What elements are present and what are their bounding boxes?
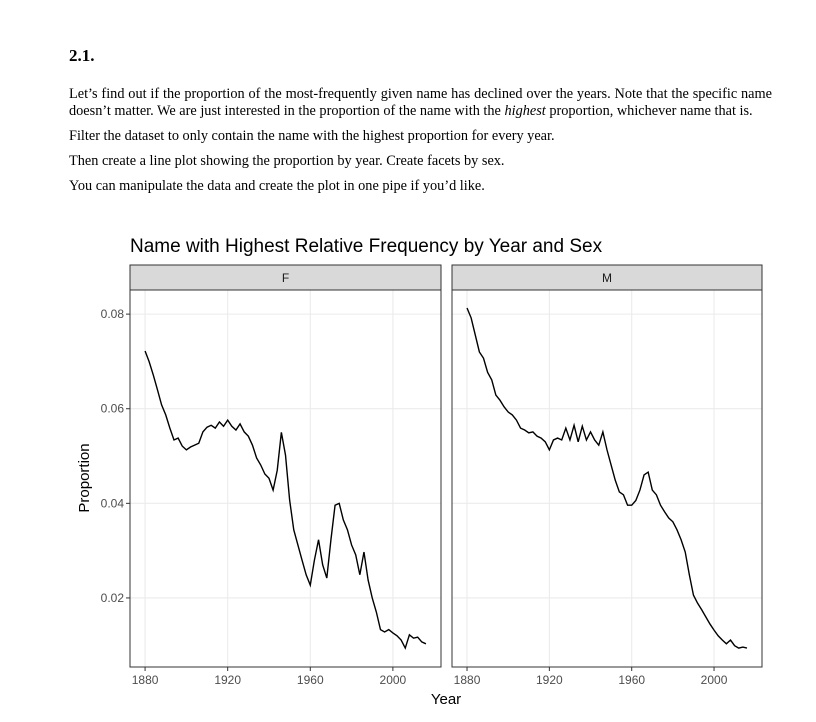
panel-border xyxy=(129,289,442,668)
emphasis: highest xyxy=(504,103,546,119)
x-tick-label: 1920 xyxy=(536,673,563,687)
x-tick-label: 1880 xyxy=(132,673,159,687)
text: proportion, whichever name that is. xyxy=(545,103,753,119)
paragraph: You can manipulate the data and create t… xyxy=(69,178,772,195)
text: Let’s find out if the proportion of the … xyxy=(69,86,772,119)
x-tick-label: 1920 xyxy=(214,673,241,687)
x-tick-label: 1880 xyxy=(454,673,481,687)
strip-label: F xyxy=(282,271,289,285)
paragraph: Let’s find out if the proportion of the … xyxy=(69,86,772,120)
text: Then create a line plot showing the prop… xyxy=(69,153,505,169)
line xyxy=(466,307,748,649)
strip xyxy=(129,264,442,291)
chart: Name with Highest Relative Frequency by … xyxy=(76,236,763,708)
x-tick-label: 1960 xyxy=(618,673,645,687)
x-tick-label: 2000 xyxy=(701,673,728,687)
chart-title: Name with Highest Relative Frequency by … xyxy=(130,236,603,257)
text: You can manipulate the data and create t… xyxy=(69,178,485,194)
paragraph: Then create a line plot showing the prop… xyxy=(69,153,772,170)
y-axis-title: Proportion xyxy=(76,443,93,512)
panel-border xyxy=(451,289,763,668)
y-tick-label: 0.06 xyxy=(101,402,125,416)
y-tick-label: 0.02 xyxy=(101,591,125,605)
panel xyxy=(130,290,441,667)
text: Filter the dataset to only contain the n… xyxy=(69,128,555,144)
strip-label: M xyxy=(602,271,612,285)
paragraph: Filter the dataset to only contain the n… xyxy=(69,128,772,145)
x-tick-label: 2000 xyxy=(380,673,407,687)
heading: 2.1. xyxy=(69,46,95,65)
y-tick-label: 0.08 xyxy=(101,307,125,321)
x-tick-label: 1960 xyxy=(297,673,324,687)
x-axis-title: Year xyxy=(431,691,461,708)
y-tick-label: 0.04 xyxy=(101,496,125,510)
body-text: Let’s find out if the proportion of the … xyxy=(69,86,772,203)
panel xyxy=(452,290,762,667)
line xyxy=(144,350,427,650)
